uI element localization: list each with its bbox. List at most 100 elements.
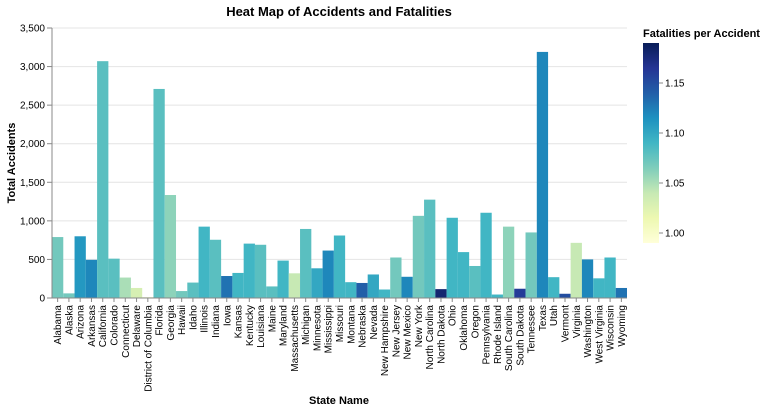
bar-florida	[153, 88, 165, 298]
x-tick-label: Virginia	[572, 305, 583, 339]
bar-indiana	[209, 239, 222, 298]
bar-louisiana	[254, 244, 267, 298]
bar-wyoming	[615, 287, 627, 298]
y-axis-title: Total Accidents	[6, 123, 18, 204]
x-tick-label: Maine	[267, 305, 278, 333]
bar-montana	[345, 282, 357, 298]
x-tick-label: Illinois	[200, 305, 211, 333]
x-tick-label: Wyoming	[617, 305, 628, 347]
bar-alaska	[63, 293, 75, 298]
x-tick-label: Pennsylvania	[482, 305, 493, 365]
x-tick-label: Idaho	[188, 305, 199, 330]
bar-maine	[266, 286, 278, 298]
x-tick-label: Arkansas	[87, 305, 98, 347]
y-tick-label: 3,000	[20, 62, 45, 73]
bar-utah	[548, 277, 560, 298]
x-tick-label: Georgia	[166, 305, 177, 341]
x-tick-label: Delaware	[132, 305, 143, 348]
x-tick-label: Arizona	[76, 305, 87, 339]
x-tick-label: Wisconsin	[606, 305, 617, 351]
bars	[52, 51, 627, 298]
bar-washington	[581, 259, 594, 298]
bar-california	[97, 61, 109, 298]
x-tick-label: New Mexico	[403, 305, 414, 360]
x-tick-label: Montana	[346, 305, 357, 344]
bar-virginia	[570, 242, 582, 298]
x-tick-label: Colorado	[110, 305, 121, 346]
bar-north-carolina	[424, 199, 436, 298]
x-tick-label: Nevada	[369, 305, 380, 340]
x-tick-label: California	[98, 305, 109, 348]
x-tick-label: Alaska	[64, 305, 75, 335]
x-tick-label: Massachusetts	[290, 305, 301, 372]
y-tick-label: 1,000	[20, 216, 45, 227]
bar-pennsylvania	[480, 212, 492, 298]
bar-idaho	[187, 282, 199, 298]
x-tick-label: Utah	[549, 305, 560, 326]
x-tick-label: Ohio	[448, 305, 459, 327]
bar-south-carolina	[502, 226, 515, 298]
x-tick-label: North Dakota	[436, 305, 447, 364]
bar-connecticut	[119, 277, 131, 298]
x-tick-label: Louisiana	[256, 305, 267, 348]
color-legend: Fatalities per Accident 1.00 1.05 1.10 1.15	[643, 28, 760, 243]
bar-delaware	[130, 287, 143, 298]
x-tick-label: Rhode Island	[493, 305, 504, 364]
x-tick-label: New Hampshire	[380, 305, 391, 377]
x-tick-label: New York	[414, 304, 425, 347]
bar-colorado	[108, 258, 120, 298]
bar-illinois	[198, 226, 210, 298]
legend-title: Fatalities per Accident	[643, 28, 760, 40]
bar-minnesota	[311, 268, 323, 298]
bar-michigan	[300, 228, 312, 298]
bar-hawaii	[176, 291, 188, 298]
bar-new-york	[412, 215, 425, 298]
chart-title: Heat Map of Accidents and Fatalities	[226, 4, 452, 19]
y-tick-label: 2,000	[20, 139, 45, 150]
x-tick-label: South Dakota	[515, 305, 526, 366]
bar-new-jersey	[390, 257, 402, 298]
legend-tick-label: 1.05	[665, 179, 685, 190]
x-tick-label: South Carolina	[504, 305, 515, 372]
x-tick-label: Texas	[538, 305, 549, 331]
x-tick-label: Florida	[155, 305, 166, 336]
x-ticks: Alabama Alaska Arizona Arkansas California Co…	[53, 298, 628, 392]
bar-ohio	[446, 217, 458, 298]
y-tick-label: 2,500	[20, 101, 45, 112]
bar-kansas	[232, 272, 244, 298]
bar-kentucky	[243, 243, 255, 298]
bar-vermont	[559, 293, 571, 298]
bar-georgia	[164, 195, 177, 298]
x-tick-label: Indiana	[211, 305, 222, 338]
x-tick-label: Oklahoma	[459, 305, 470, 351]
bar-rhode-island	[491, 294, 503, 298]
x-tick-label: Kansas	[234, 305, 245, 338]
legend-ticks: 1.00 1.05 1.10 1.15	[659, 79, 685, 240]
x-tick-label: New Jersey	[391, 305, 402, 357]
x-tick-label: Connecticut	[121, 305, 132, 358]
x-tick-label: Washington	[583, 305, 594, 357]
y-ticks: 0 500 1,000 1,500 2,000 2,500 3,000 3,500	[20, 24, 52, 305]
bar-wisconsin	[604, 257, 616, 298]
x-tick-label: Mississippi	[324, 305, 335, 353]
legend-tick-label: 1.15	[665, 79, 685, 90]
bar-new-hampshire	[378, 289, 391, 298]
bar-oregon	[469, 265, 481, 298]
bar-north-dakota	[435, 289, 447, 298]
bar-nebraska	[356, 282, 368, 298]
x-tick-label: Nebraska	[358, 305, 369, 348]
legend-tick-label: 1.00	[665, 229, 685, 240]
x-tick-label: Alabama	[53, 305, 64, 345]
x-tick-label: Oregon	[470, 305, 481, 338]
bar-iowa	[221, 276, 233, 298]
bar-new-mexico	[401, 276, 413, 298]
x-tick-label: Kentucky	[245, 305, 256, 346]
bar-maryland	[277, 260, 289, 298]
bar-tennessee	[525, 232, 537, 298]
y-tick-label: 0	[39, 294, 45, 305]
gridlines	[52, 27, 627, 299]
x-tick-label: Tennessee	[527, 305, 538, 354]
x-tick-label: Vermont	[560, 305, 571, 342]
y-tick-label: 500	[28, 255, 45, 266]
